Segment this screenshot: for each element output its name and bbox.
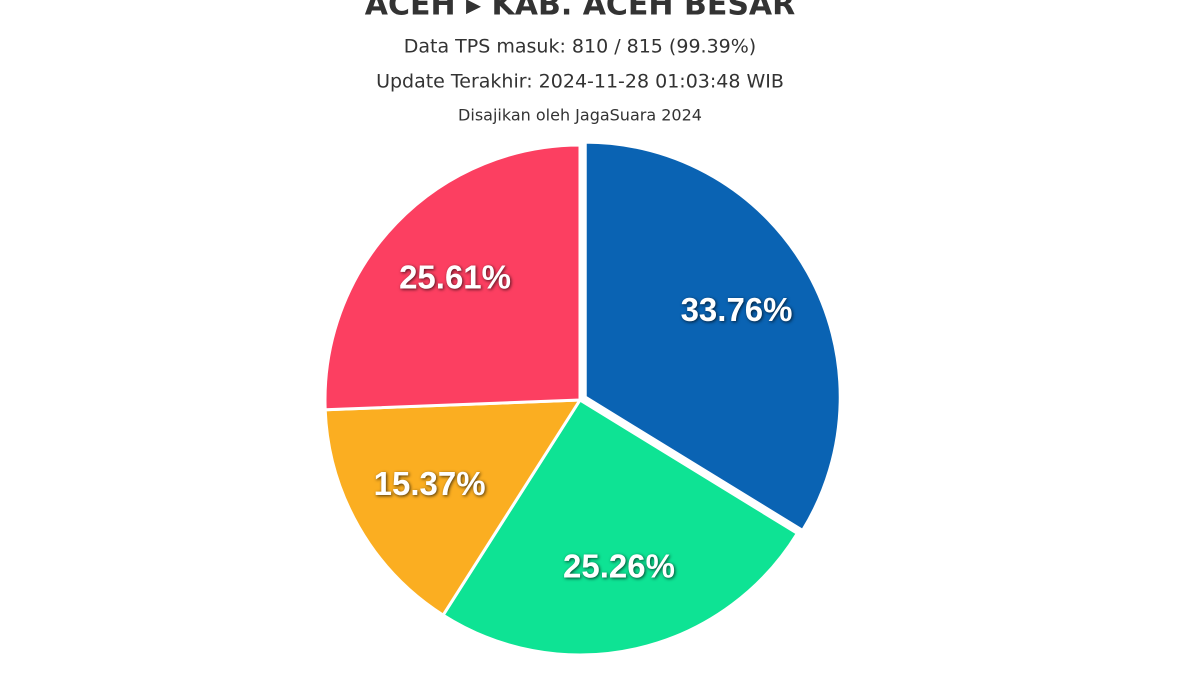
pie-slice bbox=[441, 397, 800, 657]
data-label: 25.61% bbox=[399, 258, 511, 295]
data-label: 33.76% bbox=[681, 291, 793, 328]
pie-slice bbox=[323, 398, 583, 618]
subtitle: Disajikan oleh JagaSuara 2024 bbox=[458, 106, 702, 125]
data-label: 15.37% bbox=[374, 465, 486, 502]
subtitle: Update Terakhir: 2024-11-28 01:03:48 WIB bbox=[376, 71, 784, 93]
pie-slice bbox=[323, 143, 582, 412]
pie-slice bbox=[583, 140, 842, 533]
subtitle: Data TPS masuk: 810 / 815 (99.39%) bbox=[404, 36, 756, 58]
data-label: 25.26% bbox=[563, 548, 675, 585]
chart-title: ACEH ▸ KAB. ACEH BESAR bbox=[365, 0, 796, 23]
